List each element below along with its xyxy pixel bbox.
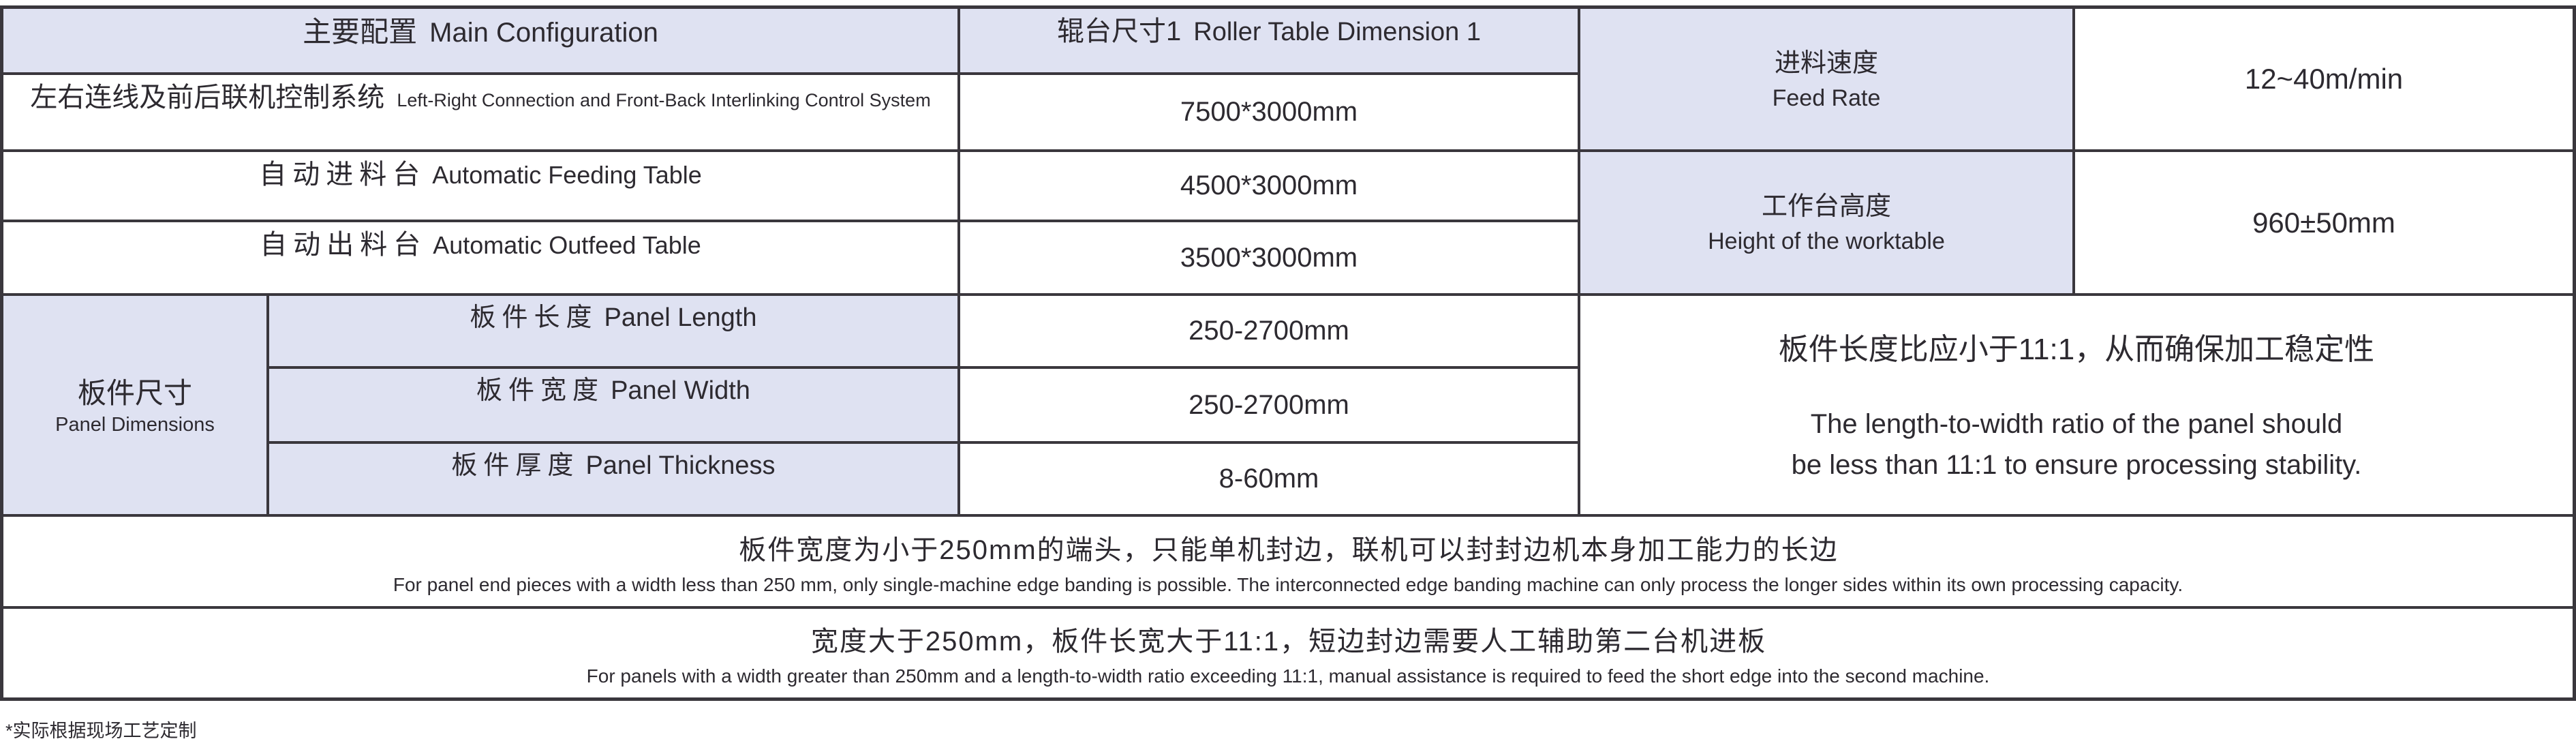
ratio-note-en-line2: be less than 11:1 to ensure processing s… [1791,450,2362,480]
panel-length-value: 250-2700mm [1189,316,1349,346]
feeding-table-label-zh: 自动进料台 [259,160,427,190]
cell-roller-table-dimension-value: 7500*3000mm [960,75,1578,149]
main-configuration-label-zh: 主要配置 [303,16,418,48]
interlink-label-en: Left-Right Connection and Front-Back Int… [397,90,931,110]
cell-width-note-over-250: 宽度大于250mm，板件长宽大于11:1，短边封边需要人工辅助第二台机进板 Fo… [3,609,2573,697]
worktable-height-value: 960±50mm [2252,206,2395,239]
panel-length-label-zh: 板件长度 [470,303,598,332]
cell-roller-table-dimension-header: 辊台尺寸1 Roller Table Dimension 1 [960,9,1578,72]
cell-panel-thickness-header: 板件厚度 Panel Thickness [269,444,957,514]
cell-width-note-under-250: 板件宽度为小于250mm的端头，只能单机封边，联机可以封封边机本身加工能力的长边… [3,517,2573,606]
cell-automatic-outfeed-table: 自动出料台 Automatic Outfeed Table [3,222,957,293]
cell-panel-thickness-value: 8-60mm [960,444,1578,514]
panel-dimensions-label-en: Panel Dimensions [55,413,215,436]
roller-header-en: Roller Table Dimension 1 [1193,18,1481,46]
cell-panel-length-value: 250-2700mm [960,296,1578,366]
cell-ratio-note: 板件长度比应小于11:1，从而确保加工稳定性 The length-to-wid… [1580,296,2573,514]
ratio-note-zh: 板件长度比应小于11:1，从而确保加工稳定性 [1778,333,2375,366]
feed-rate-value: 12~40m/min [2244,63,2404,95]
outfeed-table-label-en: Automatic Outfeed Table [433,231,701,259]
panel-width-value: 250-2700mm [1189,389,1349,420]
cell-feed-rate-value: 12~40m/min [2075,9,2573,149]
panel-width-label-zh: 板件宽度 [476,376,605,405]
cell-feed-rate-header: 进料速度 Feed Rate [1580,9,2072,149]
customization-footnote: *实际根据现场工艺定制 [5,721,197,741]
feeding-table-label-en: Automatic Feeding Table [432,161,702,189]
panel-thickness-label-zh: 板件厚度 [451,451,580,480]
feed-rate-label-zh: 进料速度 [1774,48,1878,78]
panel-thickness-label-en: Panel Thickness [585,451,776,480]
cell-worktable-height-header: 工作台高度 Height of the worktable [1580,152,2072,293]
interlink-label-zh: 左右连线及前后联机控制系统 [30,82,385,112]
feeding-table-value: 4500*3000mm [1180,170,1358,200]
main-configuration-label-en: Main Configuration [429,18,658,48]
panel-length-label-en: Panel Length [604,303,757,332]
width-note-over-250-en: For panels with a width greater than 250… [586,665,1990,687]
panel-thickness-value: 8-60mm [1218,464,1319,494]
specification-table: 主要配置 Main Configuration 辊台尺寸1 Roller Tab… [0,5,2576,701]
cell-panel-length-header: 板件长度 Panel Length [269,296,957,366]
outfeed-table-label-zh: 自动出料台 [260,230,427,260]
roller-table-dimension-value: 7500*3000mm [1180,97,1358,127]
cell-interlink-control-system: 左右连线及前后联机控制系统 Left-Right Connection and … [3,75,957,149]
panel-dimensions-label-zh: 板件尺寸 [77,377,192,410]
width-note-under-250-zh: 板件宽度为小于250mm的端头，只能单机封边，联机可以封封边机本身加工能力的长边 [739,535,1839,565]
width-note-under-250-en: For panel end pieces with a width less t… [393,573,2183,595]
ratio-note-en-line1: The length-to-width ratio of the panel s… [1810,409,2343,439]
cell-panel-dimensions-header: 板件尺寸 Panel Dimensions [3,296,266,514]
worktable-height-label-en: Height of the worktable [1708,228,1945,255]
width-note-over-250-zh: 宽度大于250mm，板件长宽大于11:1，短边封边需要人工辅助第二台机进板 [810,627,1767,657]
cell-worktable-height-value: 960±50mm [2075,152,2573,293]
roller-header-zh: 辊台尺寸1 [1057,16,1182,46]
outfeed-table-value: 3500*3000mm [1180,242,1358,273]
cell-panel-width-value: 250-2700mm [960,369,1578,441]
worktable-height-label-zh: 工作台高度 [1761,192,1891,222]
cell-outfeed-table-value: 3500*3000mm [960,222,1578,293]
cell-panel-width-header: 板件宽度 Panel Width [269,369,957,441]
cell-feeding-table-value: 4500*3000mm [960,152,1578,220]
cell-main-configuration: 主要配置 Main Configuration [3,9,957,72]
cell-automatic-feeding-table: 自动进料台 Automatic Feeding Table [3,152,957,220]
panel-width-label-en: Panel Width [611,376,750,405]
feed-rate-label-en: Feed Rate [1772,85,1881,111]
